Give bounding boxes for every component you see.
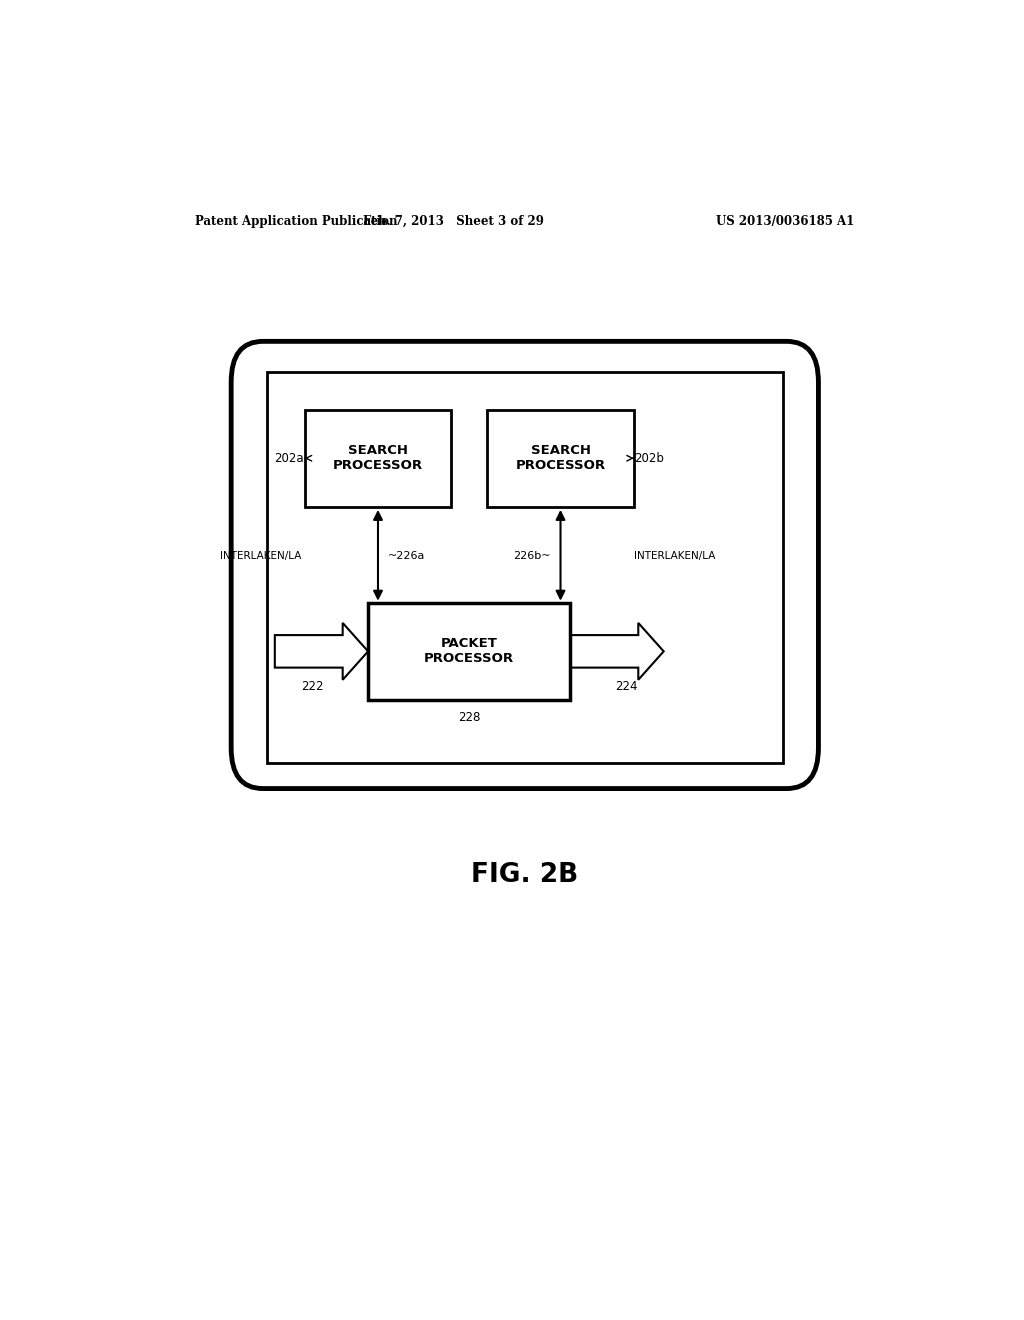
Text: 202b: 202b xyxy=(634,451,665,465)
Text: SEARCH
PROCESSOR: SEARCH PROCESSOR xyxy=(333,445,423,473)
Text: INTERLAKEN/LA: INTERLAKEN/LA xyxy=(634,550,716,561)
Text: INTERLAKEN/LA: INTERLAKEN/LA xyxy=(219,550,301,561)
Text: PACKET
PROCESSOR: PACKET PROCESSOR xyxy=(424,638,514,665)
Text: Feb. 7, 2013   Sheet 3 of 29: Feb. 7, 2013 Sheet 3 of 29 xyxy=(362,215,544,228)
Bar xyxy=(267,372,782,763)
FancyArrow shape xyxy=(570,623,664,680)
Text: US 2013/0036185 A1: US 2013/0036185 A1 xyxy=(716,215,854,228)
Text: SEARCH
PROCESSOR: SEARCH PROCESSOR xyxy=(515,445,605,473)
Text: 222: 222 xyxy=(301,680,324,693)
Text: 202a: 202a xyxy=(274,451,304,465)
Text: 224: 224 xyxy=(615,680,638,693)
Bar xyxy=(487,411,634,507)
Bar xyxy=(304,411,452,507)
Text: 228: 228 xyxy=(458,711,480,725)
FancyBboxPatch shape xyxy=(231,342,818,788)
Bar xyxy=(368,603,570,700)
Text: 226b~: 226b~ xyxy=(513,550,550,561)
Text: Patent Application Publication: Patent Application Publication xyxy=(196,215,398,228)
Text: ~226a: ~226a xyxy=(388,550,426,561)
Text: FIG. 2B: FIG. 2B xyxy=(471,862,579,888)
FancyArrow shape xyxy=(274,623,368,680)
